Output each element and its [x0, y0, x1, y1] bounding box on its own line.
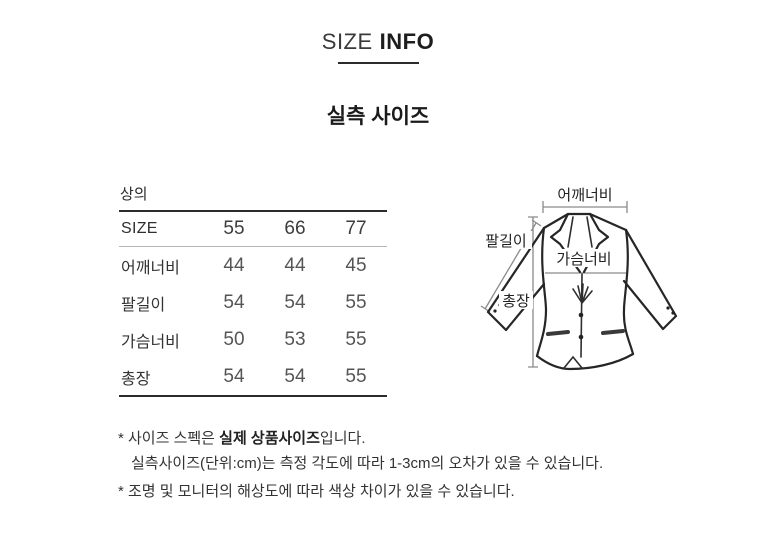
measure-label-length: 총장 — [502, 293, 530, 310]
title-underline — [338, 62, 419, 64]
row-value: 54 — [223, 291, 245, 313]
measure-label-shoulder: 어깨너비 — [557, 187, 612, 204]
header-cell-77: 77 — [345, 218, 367, 239]
measure-label-chest: 가슴너비 — [556, 251, 611, 268]
row-value: 44 — [284, 254, 306, 276]
hanger-loop — [572, 283, 593, 304]
row-value: 54 — [284, 291, 306, 313]
footnote-text: 입니다. — [319, 430, 366, 447]
cuff-button — [493, 309, 497, 313]
row-value: 44 — [223, 254, 245, 276]
row-label: 어깨너비 — [121, 259, 180, 277]
body-right-edge — [622, 228, 635, 356]
row-label: 총장 — [121, 370, 151, 388]
row-label: 가슴너비 — [121, 333, 180, 351]
measure-lines — [480, 201, 628, 368]
label-backing — [480, 231, 532, 249]
table-row-shoulder: 어깨너비 44 44 45 — [119, 247, 387, 284]
header-cell-55: 55 — [223, 218, 245, 239]
label-backing — [555, 249, 613, 267]
row-value: 55 — [345, 365, 367, 387]
page-title-size: SIZE — [321, 29, 373, 54]
left-pocket — [546, 330, 570, 336]
row-value: 55 — [345, 328, 367, 350]
row-value: 50 — [223, 328, 245, 350]
subtitle: 실측 사이즈 — [326, 105, 430, 128]
hem — [535, 352, 635, 371]
header-cell-size: SIZE — [121, 220, 158, 237]
row-value: 53 — [284, 328, 306, 350]
footnote-color-difference: * 조명 및 모니터의 해상도에 따라 색상 차이가 있을 수 있습니다. — [118, 483, 515, 500]
header-cell-66: 66 — [284, 218, 306, 239]
footnote-size-spec: * 사이즈 스펙은 실제 상품사이즈입니다. — [118, 427, 366, 448]
size-table-header-row: SIZE 55 66 77 — [119, 212, 387, 247]
pockets — [546, 329, 625, 336]
table-row-sleeve: 팔길이 54 54 55 — [119, 284, 387, 321]
row-value: 54 — [284, 365, 306, 387]
right-shoulder — [588, 212, 628, 232]
left-shoulder — [542, 212, 570, 230]
footnote-text: * 사이즈 스펙은 — [118, 430, 220, 447]
right-sleeve — [622, 228, 678, 331]
measure-label-sleeve: 팔길이 — [485, 233, 526, 250]
row-value: 45 — [345, 254, 367, 276]
length-measure-ticks — [528, 216, 538, 368]
table-row-length: 총장 54 54 55 — [119, 358, 387, 395]
body-left-edge — [535, 226, 548, 358]
right-pocket — [601, 329, 625, 335]
front-button — [578, 312, 584, 318]
jacket-details — [563, 216, 593, 369]
hem-vent-triangle — [563, 355, 583, 369]
footnote-tolerance: 실측사이즈(단위:cm)는 측정 각도에 따라 1-3cm의 오차가 있을 수 … — [131, 455, 604, 472]
measure-labels: 어깨너비 팔길이 가슴너비 총장 — [480, 185, 614, 310]
row-value: 54 — [223, 365, 245, 387]
page-title: SIZE INFO — [0, 29, 756, 55]
cuff-button — [666, 306, 670, 310]
jacket-outline — [486, 212, 678, 371]
section-label-tops: 상의 — [120, 186, 148, 203]
label-backing — [499, 291, 533, 309]
page-title-info: INFO — [379, 29, 435, 54]
shoulder-measure-ticks — [542, 201, 628, 213]
cuff-button — [671, 311, 675, 315]
footnote-bold-text: 실제 상품사이즈 — [219, 430, 320, 447]
front-button — [578, 334, 584, 340]
table-row-chest: 가슴너비 50 53 55 — [119, 321, 387, 358]
jacket-line-drawing-icon: 어깨너비 팔길이 가슴너비 총장 — [480, 185, 678, 371]
size-table: SIZE 55 66 77 어깨너비 44 44 45 팔길이 54 54 55… — [119, 210, 387, 397]
label-backing — [556, 185, 614, 203]
jacket-diagram: 어깨너비 팔길이 가슴너비 총장 — [460, 170, 720, 410]
row-value: 55 — [345, 291, 367, 313]
row-label: 팔길이 — [121, 296, 166, 314]
collar-roll-lines — [567, 216, 593, 248]
